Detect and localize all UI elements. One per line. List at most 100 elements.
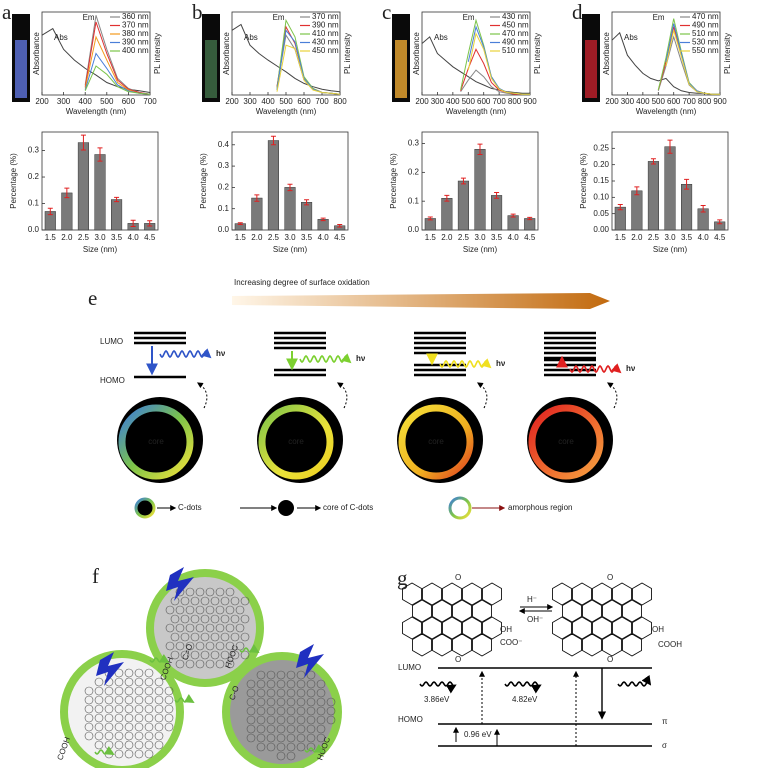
lattice-ring — [286, 706, 296, 716]
level-label: σ — [662, 741, 667, 750]
hexagon — [442, 616, 462, 640]
y-tick-label: 0.2 — [28, 172, 40, 181]
hexagon — [562, 633, 582, 657]
y-tick-label: 0.20 — [593, 160, 609, 169]
lattice-ring — [240, 614, 250, 624]
lattice-ring — [246, 706, 256, 716]
x-tick-label: 3.0 — [664, 233, 676, 242]
hexagon — [402, 616, 422, 640]
vial-glow — [395, 40, 407, 98]
lattice-ring — [114, 740, 124, 750]
lattice-ring — [195, 659, 205, 669]
lattice-ring — [266, 697, 276, 707]
lattice-ring — [104, 713, 114, 723]
y-axis-label: Percentage (%) — [389, 153, 398, 209]
error-bar — [337, 223, 343, 228]
lattice-ring — [225, 641, 235, 651]
x-tick-label: 1.5 — [615, 233, 627, 242]
lattice-ring — [94, 686, 104, 696]
x-tick-label: 300 — [621, 97, 635, 106]
lattice-ring — [286, 733, 296, 743]
error-bar — [130, 219, 136, 228]
lattice-ring — [296, 706, 306, 716]
photon-wave — [569, 363, 622, 374]
bar — [301, 202, 313, 231]
x-axis-label: Size (nm) — [463, 245, 498, 254]
lattice-ring — [134, 677, 144, 687]
hexagon — [402, 582, 422, 606]
group-label: OH — [500, 625, 512, 634]
lattice-ring — [266, 688, 276, 698]
error-bar — [650, 158, 656, 165]
hexagon — [472, 599, 492, 623]
lattice-ring — [276, 706, 286, 716]
hexagon — [602, 633, 622, 657]
core — [406, 412, 466, 472]
legend-label: 390 nm — [312, 21, 339, 30]
lattice-ring — [84, 731, 94, 741]
lattice-ring — [165, 605, 175, 615]
lattice-ring — [134, 686, 144, 696]
plot-frame — [611, 11, 721, 96]
y2-axis-label: PL intensity — [533, 33, 542, 74]
lattice-ring — [210, 614, 220, 624]
lattice-ring — [306, 688, 316, 698]
x-tick-label: 3.0 — [94, 233, 106, 242]
lattice-ring — [256, 706, 266, 716]
hexagon — [622, 633, 642, 657]
legend-label: 450 nm — [502, 21, 529, 30]
lattice-ring — [185, 659, 195, 669]
dot-particle — [222, 652, 342, 768]
lattice-ring — [94, 740, 104, 750]
lattice-ring — [195, 587, 205, 597]
legend-label: 490 nm — [692, 21, 719, 30]
lattice-ring — [256, 679, 266, 689]
bar — [61, 192, 73, 231]
error-bar — [667, 139, 673, 154]
lattice-ring — [124, 695, 134, 705]
photon-wave — [239, 643, 260, 653]
y-tick-label: 0.1 — [408, 196, 420, 205]
lightning — [96, 652, 124, 686]
lattice-ring — [220, 596, 230, 606]
lattice-ring — [276, 742, 286, 752]
amorphous-ring — [528, 404, 604, 480]
error-bar — [147, 220, 153, 227]
lattice-ring — [296, 742, 306, 752]
lattice-ring — [240, 632, 250, 642]
lattice-ring — [246, 724, 256, 734]
lattice-ring — [180, 632, 190, 642]
hexagon — [592, 616, 612, 640]
legend-cdot — [134, 497, 156, 519]
lattice-ring — [276, 724, 286, 734]
dashed-arrow — [336, 382, 348, 409]
x-axis-label: Wavelength (nm) — [66, 107, 127, 116]
lattice-ring — [326, 706, 336, 716]
hexagon — [452, 599, 472, 623]
hexagon — [482, 616, 502, 640]
lattice-ring — [104, 686, 114, 696]
hexagon — [632, 616, 652, 640]
lattice-ring — [276, 697, 286, 707]
y-tick-label: 0.4 — [218, 140, 230, 149]
x-tick-label: 400 — [446, 97, 460, 106]
lattice-ring — [185, 587, 195, 597]
x-tick-label: 600 — [477, 97, 491, 106]
x-axis-label: Wavelength (nm) — [636, 107, 697, 116]
hexagon — [552, 616, 572, 640]
hexagon — [602, 599, 622, 623]
photon-wave — [439, 358, 492, 369]
lattice-ring — [84, 695, 94, 705]
lattice-ring — [124, 740, 134, 750]
error-bar — [527, 216, 533, 221]
x-axis-label: Wavelength (nm) — [446, 107, 507, 116]
error-bar — [510, 213, 516, 218]
lattice-ring — [144, 731, 154, 741]
lattice-ring — [220, 632, 230, 642]
lattice-ring — [276, 688, 286, 698]
lattice-ring — [154, 677, 164, 687]
lattice-ring — [246, 733, 256, 743]
hv-label: hν — [626, 364, 636, 373]
lattice-ring — [124, 731, 134, 741]
photon-wave — [159, 348, 212, 359]
